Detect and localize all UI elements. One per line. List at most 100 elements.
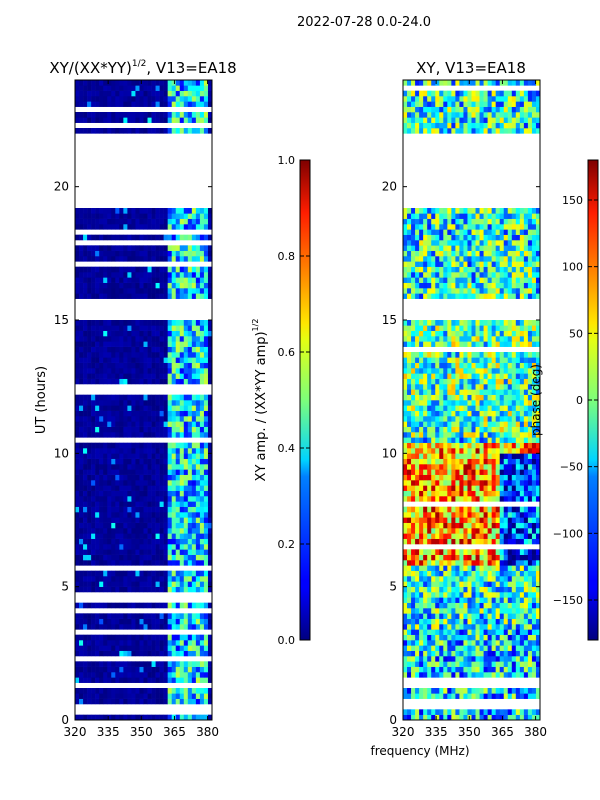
phase-cell [447,554,452,561]
amp-cell [79,512,84,518]
amp-cell [179,288,185,294]
phase-cell [403,522,408,529]
amp-cell [191,266,197,273]
amp-cell [155,85,160,91]
phase-cell [515,608,521,614]
phase-cell [447,384,452,390]
phase-cell [443,661,448,667]
amp-cell [187,112,193,118]
amp-cell [179,426,185,433]
amp-cell [131,282,136,289]
phase-cell [515,624,521,630]
amp-cell [123,442,128,449]
amp-cell [175,672,181,678]
phase-cell [447,661,452,667]
amp-cell [127,213,132,219]
amp-cell [167,645,173,651]
phase-cell [499,378,505,385]
amp-cell [187,693,193,699]
amp-cell [131,330,136,337]
phase-cell [435,416,440,422]
amp-cell [123,234,128,241]
amp-cell [167,480,173,486]
amp-cell [115,538,120,545]
amp-cell [115,458,120,465]
phase-cell [443,714,448,721]
amp-cell [171,677,177,683]
amp-cell [139,378,144,385]
phase-cell [447,480,452,486]
phase-cell [431,373,436,379]
amp-cell [187,90,193,97]
phase-cell [427,618,432,625]
amp-cell [195,330,201,337]
amp-cell [135,634,140,641]
phase-cell [523,506,529,513]
amp-cell [111,416,116,422]
amp-cell [187,538,193,545]
phase-cell [475,458,480,465]
phase-cell [459,666,464,673]
amp-cell [191,432,197,438]
amp-cell [99,522,104,529]
amp-cell [143,469,148,475]
amp-cell [83,208,88,214]
phase-cell [411,586,416,593]
amp-cell [87,432,92,438]
amp-cell [91,330,96,337]
amp-cell [107,272,112,278]
phase-cell [431,640,436,646]
phase-cell [447,693,452,699]
phase-cell [439,656,444,662]
amp-cell [79,112,84,118]
phase-cell [427,389,432,395]
amp-cell [103,112,108,118]
amp-cell [103,416,108,422]
phase-cell [495,426,501,433]
amp-cell [91,576,96,582]
phase-cell [463,464,468,470]
amp-cell [143,485,148,491]
amp-cell [75,501,80,507]
phase-cell [435,533,440,539]
amp-cell [143,586,148,593]
amp-cell [147,549,152,555]
amp-cell [175,234,181,241]
amp-cell [83,469,88,475]
phase-cell [483,602,488,609]
phase-cell [407,416,412,422]
phase-cell [487,469,492,475]
phase-cell [427,688,432,694]
phase-cell [415,437,420,443]
amp-cell [147,330,152,337]
phase-cell [531,581,537,587]
amp-cell [87,224,92,230]
amp-cell [199,208,205,214]
amp-cell [127,341,132,347]
amp-cell [115,224,120,230]
phase-cell [459,474,464,481]
amp-cell [171,352,177,358]
amp-cell [103,613,108,619]
phase-cell [483,608,488,614]
amp-cell [131,650,136,657]
amp-cell [143,528,148,534]
phase-cell [443,384,448,390]
phase-cell [527,549,533,555]
phase-cell [499,661,505,667]
amp-cell [103,250,108,257]
amp-cell [91,506,96,513]
amp-cell [183,112,189,118]
amp-cell [91,325,96,331]
amp-cell [103,581,108,587]
amp-cell [131,528,136,534]
amp-cell [195,266,201,273]
phase-cell [407,586,412,593]
amp-cell [171,405,177,411]
phase-cell [463,549,468,555]
amp-cell [179,101,185,107]
phase-cell [523,538,529,545]
phase-cell [495,416,501,422]
amp-cell [95,688,100,694]
amp-cell [83,346,88,353]
